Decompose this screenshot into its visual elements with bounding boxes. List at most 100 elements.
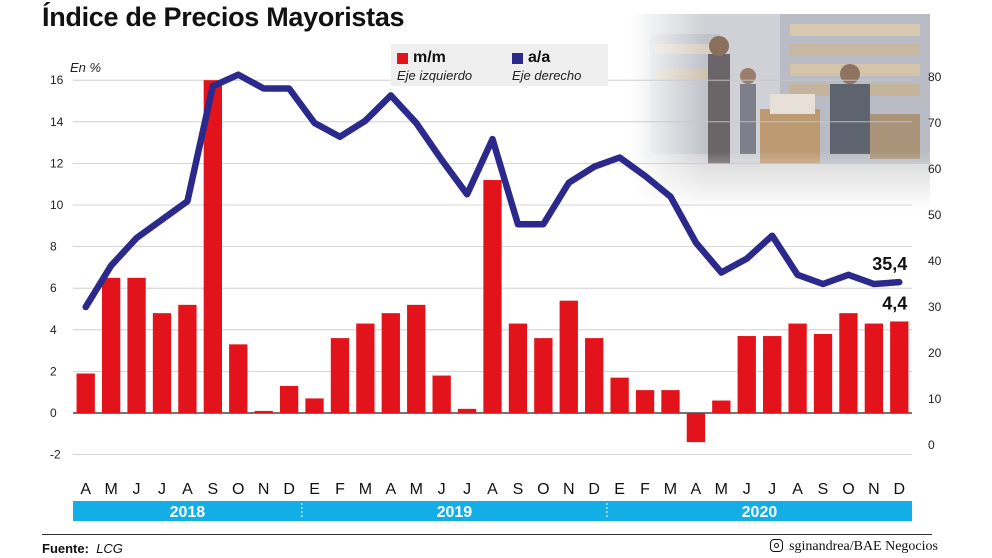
left-tick-label: 12 bbox=[50, 156, 64, 170]
bar bbox=[635, 390, 655, 413]
bar bbox=[279, 385, 299, 413]
x-tick-label: S bbox=[818, 481, 829, 498]
bar bbox=[178, 304, 197, 413]
legend-name-mm: m/m bbox=[413, 49, 446, 66]
bar bbox=[839, 313, 858, 413]
x-tick-label: A bbox=[80, 481, 91, 498]
x-tick-label: D bbox=[283, 481, 295, 498]
bar bbox=[457, 408, 477, 413]
legend: m/m Eje izquierdo a/a Eje derecho bbox=[391, 44, 608, 86]
aa-line bbox=[82, 71, 903, 311]
bar bbox=[127, 277, 146, 413]
x-tick-label: J bbox=[743, 481, 751, 498]
x-tick-label: M bbox=[359, 481, 372, 498]
bar bbox=[381, 313, 400, 413]
x-tick-label: M bbox=[410, 481, 423, 498]
x-tick-label: A bbox=[182, 481, 193, 498]
x-tick-label: N bbox=[563, 481, 575, 498]
footer-divider bbox=[42, 534, 932, 535]
x-tick-label: A bbox=[792, 481, 803, 498]
source-label: Fuente: bbox=[42, 541, 89, 556]
x-tick-label: O bbox=[842, 481, 854, 498]
end-label-aa: 35,4 bbox=[872, 254, 907, 274]
x-tick-label: O bbox=[232, 481, 244, 498]
bar bbox=[483, 180, 502, 413]
right-tick-label: 0 bbox=[928, 438, 935, 452]
bar bbox=[356, 323, 375, 413]
x-tick-label: N bbox=[868, 481, 880, 498]
bar bbox=[686, 413, 706, 443]
year-band: 2018 2019 2020 bbox=[73, 501, 912, 521]
x-tick-label: A bbox=[385, 481, 396, 498]
x-tick-label: D bbox=[588, 481, 600, 498]
series-line bbox=[82, 71, 903, 311]
source-note: Fuente: LCG bbox=[42, 541, 123, 556]
bar bbox=[203, 80, 222, 413]
bar bbox=[229, 344, 248, 413]
year-label: 2019 bbox=[437, 504, 473, 521]
bar bbox=[661, 390, 680, 413]
left-tick-label: 2 bbox=[50, 364, 57, 378]
units-label: En % bbox=[70, 60, 102, 75]
left-tick-label: 8 bbox=[50, 240, 57, 254]
bar bbox=[559, 300, 578, 413]
bar bbox=[890, 321, 909, 413]
bar bbox=[610, 377, 629, 413]
x-tick-label: N bbox=[258, 481, 270, 498]
right-axis: 0 10 20 30 40 50 60 70 80 bbox=[928, 70, 942, 452]
x-tick-label: M bbox=[715, 481, 728, 498]
year-label: 2020 bbox=[742, 504, 778, 521]
x-tick-label: F bbox=[335, 481, 345, 498]
bar bbox=[432, 375, 451, 413]
instagram-icon bbox=[770, 539, 784, 552]
credit: sginandrea/BAE Negocios bbox=[770, 539, 938, 555]
right-tick-label: 60 bbox=[928, 162, 942, 176]
chart-title: Índice de Precios Mayoristas bbox=[42, 2, 405, 32]
x-tick-label: J bbox=[133, 481, 141, 498]
bar bbox=[254, 410, 273, 413]
legend-sub-aa: Eje derecho bbox=[512, 68, 582, 83]
year-label: 2018 bbox=[170, 504, 206, 521]
legend-swatch-mm bbox=[397, 53, 408, 64]
left-axis: -2 0 2 4 6 8 10 12 14 16 bbox=[50, 73, 64, 461]
left-tick-label: 14 bbox=[50, 115, 64, 129]
bar bbox=[813, 333, 833, 413]
bar bbox=[534, 338, 553, 413]
bar bbox=[788, 323, 807, 413]
left-tick-label: -2 bbox=[50, 448, 61, 462]
x-tick-label: M bbox=[664, 481, 677, 498]
x-tick-label: D bbox=[894, 481, 906, 498]
right-tick-label: 30 bbox=[928, 300, 942, 314]
bar bbox=[407, 304, 426, 413]
right-tick-label: 70 bbox=[928, 116, 942, 130]
x-tick-label: F bbox=[640, 481, 650, 498]
bar bbox=[101, 277, 121, 413]
x-tick-label: E bbox=[614, 481, 625, 498]
x-tick-label: O bbox=[537, 481, 549, 498]
left-tick-label: 4 bbox=[50, 323, 57, 337]
left-tick-label: 0 bbox=[50, 406, 57, 420]
bar bbox=[864, 323, 884, 413]
right-tick-label: 80 bbox=[928, 70, 942, 84]
x-tick-label: J bbox=[463, 481, 471, 498]
left-tick-label: 6 bbox=[50, 281, 57, 295]
right-tick-label: 20 bbox=[928, 346, 942, 360]
bar bbox=[737, 336, 756, 413]
year-band-bg bbox=[73, 501, 912, 521]
x-tick-label: E bbox=[309, 481, 320, 498]
bar bbox=[712, 400, 731, 413]
bar bbox=[585, 338, 604, 413]
legend-name-aa: a/a bbox=[528, 49, 551, 66]
x-tick-label: A bbox=[487, 481, 498, 498]
right-tick-label: 10 bbox=[928, 392, 942, 406]
bar bbox=[76, 373, 95, 413]
legend-sub-mm: Eje izquierdo bbox=[397, 68, 473, 83]
legend-swatch-aa bbox=[512, 53, 523, 64]
x-tick-label: J bbox=[768, 481, 776, 498]
x-tick-label: S bbox=[207, 481, 218, 498]
bar bbox=[305, 398, 324, 413]
credit-text: sginandrea/BAE Negocios bbox=[789, 539, 938, 554]
left-tick-label: 10 bbox=[50, 198, 64, 212]
